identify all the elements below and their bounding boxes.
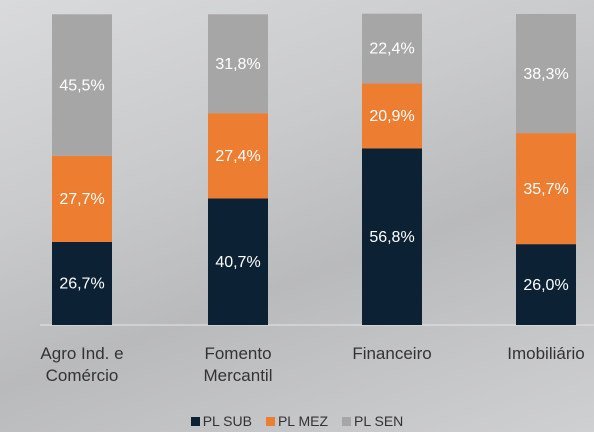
legend-label: PL SEN bbox=[354, 413, 404, 429]
x-tick-label: Imobiliário bbox=[507, 344, 585, 363]
value-label: 56,8% bbox=[369, 229, 414, 246]
bar-segment bbox=[516, 14, 576, 134]
bar-segment bbox=[52, 241, 112, 325]
value-label: 40,7% bbox=[215, 254, 260, 271]
value-label: 26,0% bbox=[523, 277, 568, 294]
bar-segment bbox=[362, 13, 422, 84]
value-label: 27,7% bbox=[59, 191, 104, 208]
x-tick-label: Agro Ind. e Comércio bbox=[40, 344, 124, 385]
x-tick-label: Fomento Mercantil bbox=[203, 344, 273, 385]
value-label: 27,4% bbox=[215, 148, 260, 165]
bar-segment bbox=[208, 113, 268, 199]
legend-swatch bbox=[342, 416, 352, 426]
legend-label: PL SUB bbox=[202, 413, 252, 429]
value-label: 35,7% bbox=[523, 181, 568, 198]
value-label: 45,5% bbox=[59, 77, 104, 94]
value-label: 26,7% bbox=[59, 276, 104, 293]
legend-swatch bbox=[190, 416, 200, 426]
x-tick-label: Financeiro bbox=[352, 344, 432, 363]
value-label: 22,4% bbox=[369, 41, 414, 58]
bar-segment bbox=[52, 14, 112, 156]
bar-segment bbox=[516, 133, 576, 245]
legend-swatch bbox=[265, 416, 275, 426]
legend-label: PL MEZ bbox=[277, 413, 329, 429]
legend: PL SUB PL MEZ PL SEN bbox=[0, 413, 594, 429]
bar-segment bbox=[208, 198, 268, 325]
value-label: 20,9% bbox=[369, 108, 414, 125]
legend-item: PL SEN bbox=[342, 413, 403, 429]
value-label: 38,3% bbox=[523, 66, 568, 83]
legend-item: PL SUB bbox=[190, 413, 252, 429]
legend-item: PL MEZ bbox=[265, 413, 329, 429]
bar-segment bbox=[52, 155, 112, 242]
bar-segment bbox=[362, 148, 422, 325]
value-label: 31,8% bbox=[215, 56, 260, 73]
bar-segment bbox=[208, 14, 268, 114]
bar-segment bbox=[516, 244, 576, 325]
bar-segment bbox=[362, 83, 422, 149]
